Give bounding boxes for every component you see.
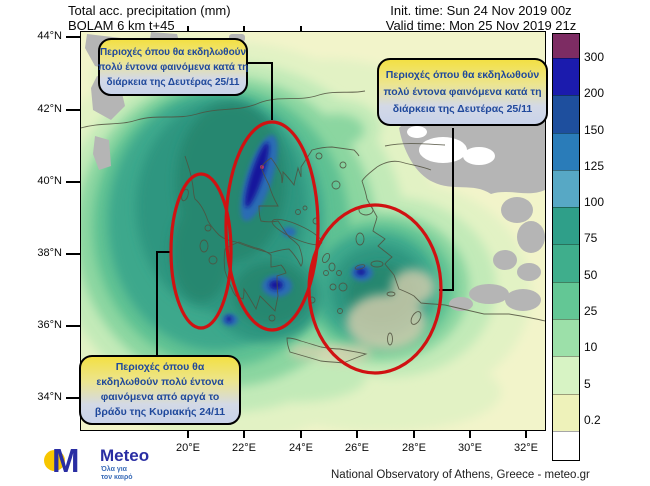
annotation-line: Περιοχές όπου θα εκδηλωθούν [385,68,540,81]
lon-label: 30°E [458,442,482,454]
white-nodata-patches [407,126,495,165]
lat-label: 42°N [37,103,62,115]
precip-field [81,37,531,430]
annotation-box-monday-nw: Περιοχές όπου θα εκδηλωθούν πολύ έντονα … [98,38,248,96]
colorbar-label: 300 [584,50,605,64]
lat-tick [66,109,80,111]
colorbar-label: 50 [584,268,598,282]
lon-label: 24°E [289,442,313,454]
lon-tick-top [187,26,189,32]
colorbar-segment [553,34,579,58]
lat-tick [66,325,80,327]
annotation-line: βράδυ της Κυριακής 24/11 [94,406,226,418]
meteo-logo-text: Meteo [100,446,150,465]
annotation-line: Περιοχές όπου θα [115,361,205,373]
annotation-box-sunday-night: Περιοχές όπου θα εκδηλωθούν πολύ έντονα … [79,355,241,425]
colorbar-segment [553,319,579,356]
lon-label: 22°E [232,442,256,454]
colorbar-segment [553,207,579,244]
init-time-label: Init. time: Sun 24 Nov 2019 00z [390,3,572,18]
valid-time-label: Valid time: Mon 25 Nov 2019 21z [385,18,577,33]
lat-label: 40°N [37,175,62,187]
leader-line-sw [156,251,170,355]
colorbar-label: 200 [584,86,605,100]
lat-tick [66,397,80,399]
leader-line-nw [243,62,273,120]
annotation-line: πολύ έντονα φαινόμενα κατά τη [97,61,249,73]
lon-label: 26°E [345,442,369,454]
lat-tick [66,181,80,183]
lon-tick [300,430,302,438]
lat-label: 44°N [37,30,62,42]
colorbar-segment [553,133,579,170]
colorbar-label: 0.2 [584,413,601,427]
precipitation-map [81,32,545,430]
colorbar-segment [553,95,579,133]
colorbar-label: 5 [584,377,591,391]
product-title: Total acc. precipitation (mm) [68,3,231,18]
colorbar-segment [553,356,579,394]
meteo-logo-tagline: Όλα για τον καιρό [101,466,133,482]
lon-tick [356,430,358,438]
highlight-ellipses [169,120,443,375]
extreme-precip-navy [226,142,366,322]
colorbar-segment [553,394,579,431]
model-title: BOLAM 6 km t+45 [68,18,175,33]
colorbar-segment [553,282,579,319]
colorbar-segment [553,244,579,282]
annotation-line: Περιοχές όπου θα εκδηλωθούν [99,46,247,58]
annotation-line: φαινόμενα από αργά το [100,391,220,403]
lat-label: 34°N [37,391,62,403]
colorbar-segment [553,170,579,207]
colorbar-segment [553,431,579,460]
lat-label: 38°N [37,247,62,259]
lon-tick [187,430,189,438]
colorbar-label: 125 [584,159,605,173]
highlight-ellipse-southeast [307,203,443,375]
map-canvas [81,32,545,430]
credit-text: National Observatory of Athens, Greece -… [331,469,590,481]
highlight-ellipse-central [224,120,320,332]
lat-tick [66,253,80,255]
lon-label: 28°E [402,442,426,454]
leader-line-e [439,128,454,291]
meteo-logo-m-icon: M [52,442,80,479]
annotation-line: διάρκεια της Δευτέρας 25/11 [106,76,240,88]
lon-tick [525,430,527,438]
colorbar-label: 10 [584,340,598,354]
lon-tick-top [300,26,302,32]
colorbar-label: 150 [584,123,605,137]
lon-tick [243,430,245,438]
lon-tick [413,430,415,438]
tagline-line: Όλα για [101,466,127,473]
colorbar-label: 25 [584,304,598,318]
lon-tick-top [243,26,245,32]
colorbar-segment [553,58,579,95]
lon-tick [469,430,471,438]
lon-label: 32°E [514,442,538,454]
coastlines [81,90,545,364]
lon-label: 20°E [176,442,200,454]
annotation-line: πολύ έντονα φαινόμενα κατά τη [383,85,542,98]
annotation-leader-lines [156,62,454,355]
annotation-line: διάρκεια της Δευτέρας 25/11 [392,102,533,115]
dry-tan-patches [289,269,435,363]
precip-colorbar [552,33,580,461]
annotation-line: εκδηλωθούν πολύ έντονα [96,376,224,388]
annotation-box-monday-east: Περιοχές όπου θα εκδηλωθούν πολύ έντονα … [377,58,548,126]
lat-tick [66,36,80,38]
lat-label: 36°N [37,319,62,331]
highlight-ellipse-west [169,172,233,330]
tagline-line: τον καιρό [101,474,133,481]
colorbar-label: 100 [584,195,605,209]
meteo-logo-circle-icon [44,450,65,471]
colorbar-label: 75 [584,231,598,245]
